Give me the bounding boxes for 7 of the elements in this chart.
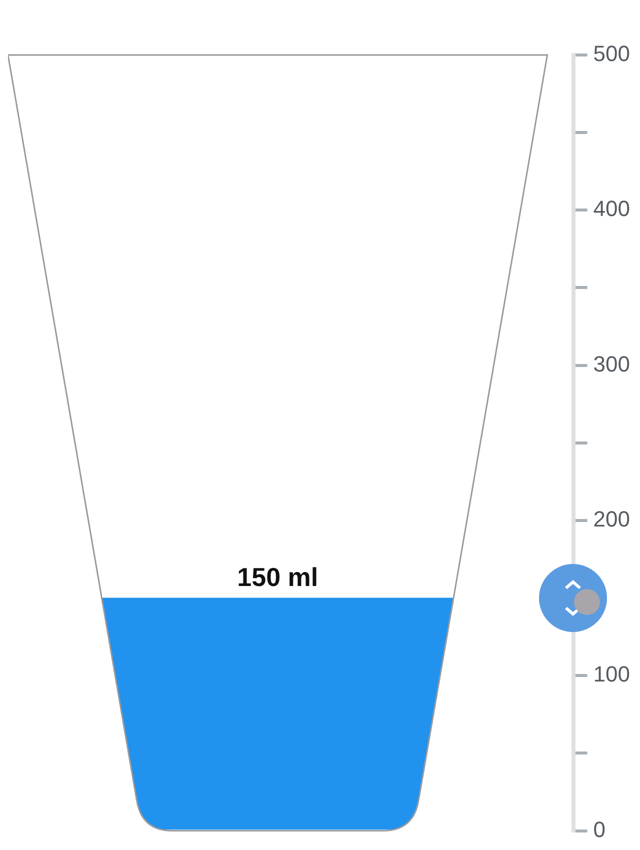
y-tick-label: 300	[593, 351, 630, 376]
y-tick-label: 400	[593, 196, 630, 222]
y-tick-label: 100	[593, 662, 630, 687]
y-tick-label: 0	[593, 816, 606, 842]
y-tick-label: 200	[593, 506, 630, 532]
y-tick-label: 500	[593, 41, 630, 66]
data-label: 150 ml	[237, 562, 318, 592]
